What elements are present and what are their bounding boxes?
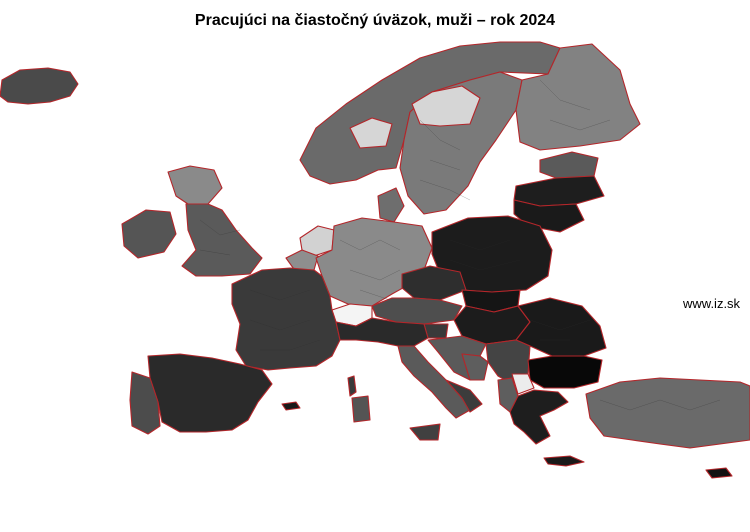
region-austria (371, 297, 463, 325)
region-portugal (129, 371, 161, 435)
region-uk-scotland (167, 165, 223, 205)
region-uk-england (181, 203, 263, 277)
region-sweden-north (411, 85, 481, 127)
region-greece (509, 389, 569, 445)
region-italy-north (335, 317, 429, 347)
region-spain (147, 353, 273, 433)
region-bosnia (461, 353, 489, 381)
region-france (231, 267, 341, 371)
region-cyprus (705, 467, 733, 479)
region-crete (543, 455, 585, 467)
region-norway-southwest (349, 117, 393, 149)
region-denmark (377, 187, 405, 223)
region-italy-south (445, 379, 483, 413)
region-estonia (539, 151, 599, 179)
region-ireland (121, 209, 177, 259)
map-title: Pracujúci na čiastočný úväzok, muži – ro… (194, 12, 556, 29)
region-czechia (401, 265, 467, 301)
region-balearic (281, 401, 301, 411)
region-sardinia (351, 395, 371, 423)
region-bulgaria (527, 355, 603, 389)
region-sicily (409, 423, 441, 441)
region-turkey (585, 377, 750, 449)
region-finland (515, 43, 641, 151)
region-italy-center (397, 345, 471, 419)
region-north-macedonia (511, 373, 535, 395)
region-latvia (513, 175, 605, 207)
region-iceland (0, 67, 79, 105)
watermark-text: www.iz.sk (683, 296, 741, 311)
region-corsica (347, 375, 357, 397)
